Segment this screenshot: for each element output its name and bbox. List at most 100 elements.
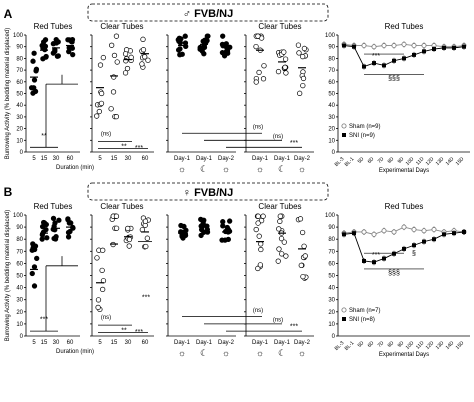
sni-point — [462, 229, 466, 234]
data-point — [175, 47, 182, 53]
data-point — [126, 236, 133, 243]
data-point — [253, 226, 259, 233]
sham-point — [381, 43, 387, 49]
data-point — [302, 253, 308, 259]
data-point — [97, 62, 104, 68]
y-tick-label: 70 — [16, 68, 23, 74]
y-tick-label: 100 — [13, 213, 24, 219]
x-tick-label: 13D — [435, 340, 446, 351]
data-point — [98, 90, 105, 97]
y-axis-label: Burrowing Activity (% bedding material d… — [5, 28, 11, 159]
title-red-tubes-exp: Red Tubes — [385, 22, 424, 31]
x-tick-label: 7D — [377, 340, 386, 349]
legend-sni: SNI (n=9) — [349, 133, 375, 139]
data-point — [260, 213, 266, 219]
data-point — [183, 43, 189, 50]
sni-point — [452, 231, 456, 236]
title-clear-tubes-days: Clear Tubes — [258, 22, 301, 31]
data-point — [297, 90, 303, 96]
data-point — [128, 54, 134, 60]
data-point — [276, 226, 282, 232]
data-point — [260, 76, 267, 82]
data-point — [70, 51, 76, 58]
data-point — [113, 225, 120, 231]
sni-point — [462, 44, 466, 49]
data-point — [224, 224, 230, 231]
sun-icon: ☼ — [178, 348, 186, 358]
sham-point — [401, 41, 407, 47]
data-point — [39, 236, 45, 242]
sig-label: (ns) — [101, 132, 111, 138]
data-point — [139, 61, 145, 67]
data-point — [94, 255, 100, 261]
data-point — [220, 219, 226, 225]
x-axis-label: Duration (min) — [56, 165, 94, 171]
x-tick-label: Day-1 — [174, 340, 191, 346]
data-point — [109, 42, 115, 48]
data-point — [31, 77, 38, 83]
y-tick-label: 100 — [13, 33, 24, 39]
data-point — [255, 220, 261, 226]
moon-icon: ☾ — [278, 348, 286, 358]
data-point — [258, 246, 264, 253]
y-tick-label: 80 — [328, 237, 335, 243]
strain-label: ♀ FVB/NJ — [183, 187, 233, 199]
data-point — [56, 217, 62, 223]
data-point — [122, 70, 129, 76]
data-point — [111, 52, 118, 59]
sham-point — [411, 227, 417, 233]
y-tick-label: 90 — [16, 45, 23, 51]
x-tick-label: 5 — [98, 156, 102, 162]
data-point — [283, 253, 289, 259]
legend-sham: Sham (n=9) — [349, 124, 381, 130]
data-point — [295, 42, 302, 48]
sham-point — [391, 43, 397, 49]
sni-point — [362, 64, 366, 69]
data-point — [180, 229, 186, 236]
x-axis-label: Experimental Days — [379, 168, 429, 174]
x-tick-label: 10D — [405, 156, 416, 167]
data-point — [300, 53, 306, 60]
x-tick-label: BL-3 — [334, 156, 346, 168]
y-tick-label: 10 — [16, 322, 23, 328]
sig-label: *** — [40, 316, 48, 323]
x-tick-label: 11D — [415, 340, 426, 351]
y-tick-label: 50 — [328, 92, 335, 98]
sni-point — [422, 49, 426, 54]
data-point — [52, 48, 58, 55]
y-tick-label: 20 — [16, 310, 23, 316]
y-tick-label: 30 — [328, 115, 335, 121]
data-point — [258, 241, 264, 247]
data-point — [122, 51, 129, 57]
y-tick-label: 60 — [16, 261, 23, 267]
sham-point — [421, 228, 427, 234]
data-point — [140, 36, 146, 42]
moon-icon: ☾ — [200, 164, 208, 174]
x-tick-label: 13D — [435, 156, 446, 167]
sun-icon: ☼ — [222, 164, 230, 174]
title-clear-tubes: Clear Tubes — [100, 22, 143, 31]
data-point — [145, 57, 151, 63]
y-tick-label: 0 — [20, 334, 24, 340]
sig-label: § — [412, 250, 416, 257]
x-tick-label: 15D — [455, 156, 466, 167]
x-tick-label: 5 — [32, 340, 36, 346]
data-point — [43, 53, 49, 60]
sig-label: ** — [41, 133, 47, 140]
data-point — [298, 262, 304, 269]
y-tick-label: 70 — [16, 249, 23, 255]
data-point — [69, 39, 75, 45]
x-tick-label: BL-1 — [344, 156, 356, 168]
sham-point — [391, 229, 397, 235]
sni-point — [392, 58, 396, 63]
x-tick-label: 8D — [387, 340, 396, 349]
data-point — [125, 225, 131, 232]
sni-point — [402, 246, 406, 251]
data-point — [29, 270, 35, 277]
data-point — [223, 48, 230, 54]
x-tick-label: Day-1 — [252, 340, 269, 346]
data-point — [197, 46, 203, 52]
data-point — [50, 41, 57, 47]
sig-label: (ns) — [101, 315, 111, 321]
sun-icon: ☼ — [256, 348, 264, 358]
